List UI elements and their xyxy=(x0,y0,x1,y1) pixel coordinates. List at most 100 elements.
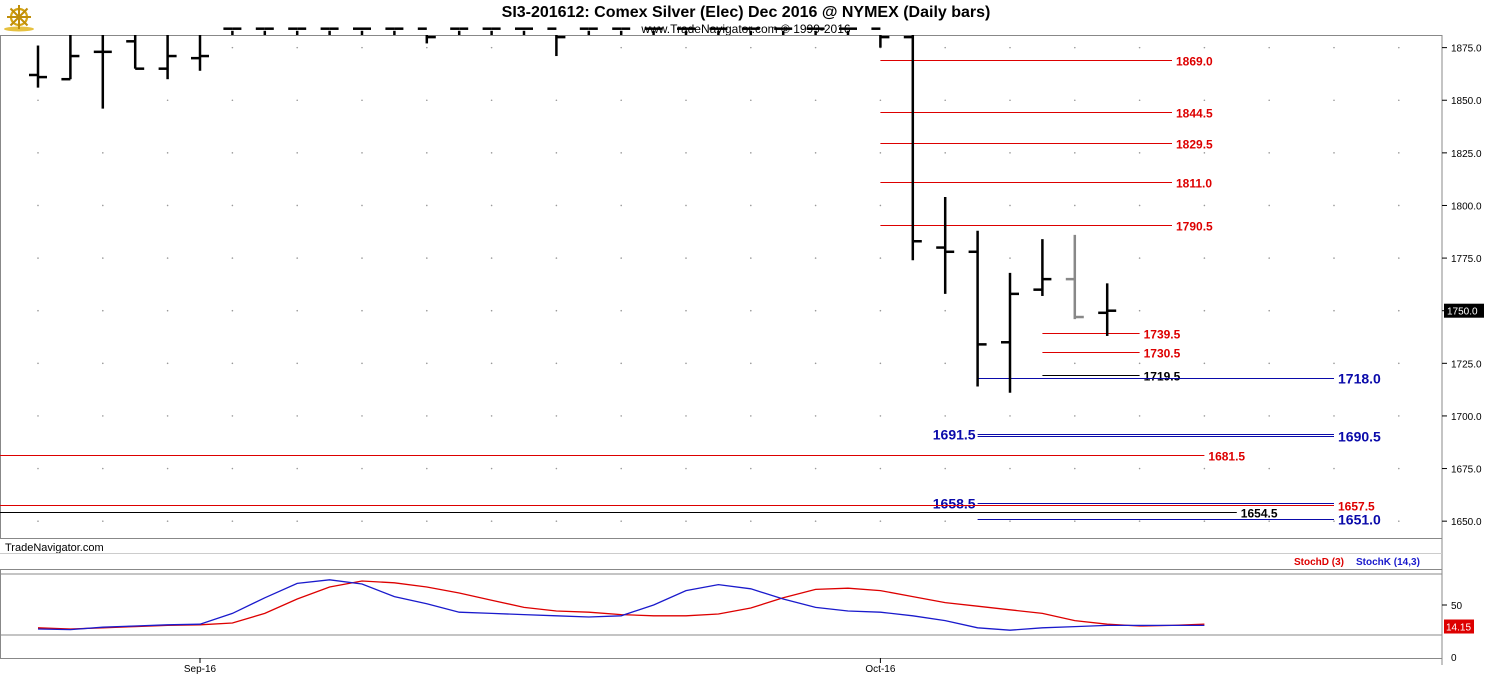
grid-dot xyxy=(426,415,428,417)
price-tick-label: 1700.0 xyxy=(1451,412,1482,423)
ohlc-bar xyxy=(417,27,436,44)
ohlc-bar xyxy=(385,27,404,35)
ohlc-bar xyxy=(61,35,80,81)
grid-dot xyxy=(1009,257,1011,259)
grid-dot xyxy=(166,99,169,102)
grid-dot xyxy=(231,520,234,522)
ohlc-bar xyxy=(547,27,566,57)
grid-dot xyxy=(1074,415,1076,417)
grid-dot xyxy=(37,362,39,365)
grid-dot xyxy=(1268,152,1270,154)
grid-dot xyxy=(620,362,622,365)
ohlc-bar xyxy=(806,27,825,35)
grid-dot xyxy=(296,204,299,207)
grid-dot xyxy=(231,415,234,417)
grid-dot xyxy=(1074,46,1076,49)
grid-dot xyxy=(814,46,817,49)
grid-dot xyxy=(879,257,882,259)
grid-dot xyxy=(361,309,363,312)
level-label: 1829.5 xyxy=(1176,138,1213,152)
grid-dot xyxy=(1074,99,1076,102)
grid-dot xyxy=(490,415,493,417)
ohlc-bar xyxy=(482,27,501,35)
grid-dot xyxy=(102,257,104,259)
grid-dot xyxy=(685,204,687,207)
grid-dot xyxy=(1009,99,1011,102)
grid-dot xyxy=(1398,152,1400,154)
grid-dot xyxy=(620,309,622,312)
grid-dot xyxy=(1138,152,1141,154)
grid-dot xyxy=(37,99,39,102)
ohlc-bar xyxy=(450,27,469,35)
grid-dot xyxy=(231,257,234,259)
grid-dot xyxy=(944,520,946,522)
grid-dot xyxy=(1333,99,1335,102)
grid-dot xyxy=(426,204,428,207)
grid-dot xyxy=(814,362,817,365)
grid-dot xyxy=(685,46,687,49)
stoch-tick-label: 50 xyxy=(1451,601,1463,612)
ohlc-bar xyxy=(126,35,145,70)
grid-dot xyxy=(879,467,882,470)
grid-dot xyxy=(1268,99,1270,102)
grid-dot xyxy=(555,99,558,102)
grid-dot xyxy=(1333,309,1335,312)
grid-dot xyxy=(231,309,234,312)
grid-dot xyxy=(102,204,104,207)
grid-dot xyxy=(879,204,882,207)
grid-dot xyxy=(1009,467,1011,470)
grid-dot xyxy=(620,46,622,49)
grid-dot xyxy=(814,467,817,470)
level-label: 1690.5 xyxy=(1338,429,1381,445)
grid-dot xyxy=(361,152,363,154)
grid-dot xyxy=(231,46,234,49)
level-label: 1654.5 xyxy=(1241,507,1278,521)
grid-dot xyxy=(944,46,946,49)
grid-dot xyxy=(426,467,428,470)
price-tick-label: 1850.0 xyxy=(1451,96,1482,107)
grid-dot xyxy=(620,99,622,102)
grid-dot xyxy=(426,520,428,522)
grid-dot xyxy=(490,257,493,259)
grid-dot xyxy=(490,362,493,365)
ohlc-bar xyxy=(968,230,987,387)
grid-dot xyxy=(1333,257,1335,259)
grid-dot xyxy=(1074,362,1076,365)
ohlc-bar xyxy=(1001,272,1019,393)
grid-dot xyxy=(1333,46,1335,49)
grid-dot xyxy=(37,257,39,259)
grid-dot xyxy=(1333,415,1335,417)
grid-dot xyxy=(620,257,622,259)
grid-dot xyxy=(620,152,622,154)
grid-dot xyxy=(1009,415,1011,417)
ohlc-bar xyxy=(1065,234,1084,320)
grid-dot xyxy=(361,99,363,102)
grid-dot xyxy=(1074,520,1076,522)
grid-dot xyxy=(944,99,946,102)
date-tick-label: Sep-16 xyxy=(184,664,217,675)
ohlc-bar xyxy=(158,35,177,80)
ohlc-bar xyxy=(936,197,955,294)
grid-dot xyxy=(879,152,882,154)
grid-dot xyxy=(1009,520,1011,522)
grid-dot xyxy=(1009,46,1011,49)
ohlc-bar xyxy=(644,27,663,35)
grid-dot xyxy=(102,309,104,312)
grid-dot xyxy=(296,520,299,522)
grid-dot xyxy=(490,99,493,102)
grid-dot xyxy=(296,309,299,312)
grid-dot xyxy=(1138,309,1141,312)
ohlc-bar xyxy=(29,45,47,88)
grid-dot xyxy=(620,467,622,470)
grid-dot xyxy=(1203,309,1206,312)
grid-dot xyxy=(1203,467,1206,470)
ohlc-bar xyxy=(515,27,533,35)
stoch-last-label: 14.15 xyxy=(1446,623,1471,634)
grid-dot xyxy=(1074,152,1076,154)
grid-dot xyxy=(814,520,817,522)
last-price-label: 1750.0 xyxy=(1447,307,1478,318)
grid-dot xyxy=(1203,46,1206,49)
grid-dot xyxy=(685,520,687,522)
grid-dot xyxy=(879,309,882,312)
